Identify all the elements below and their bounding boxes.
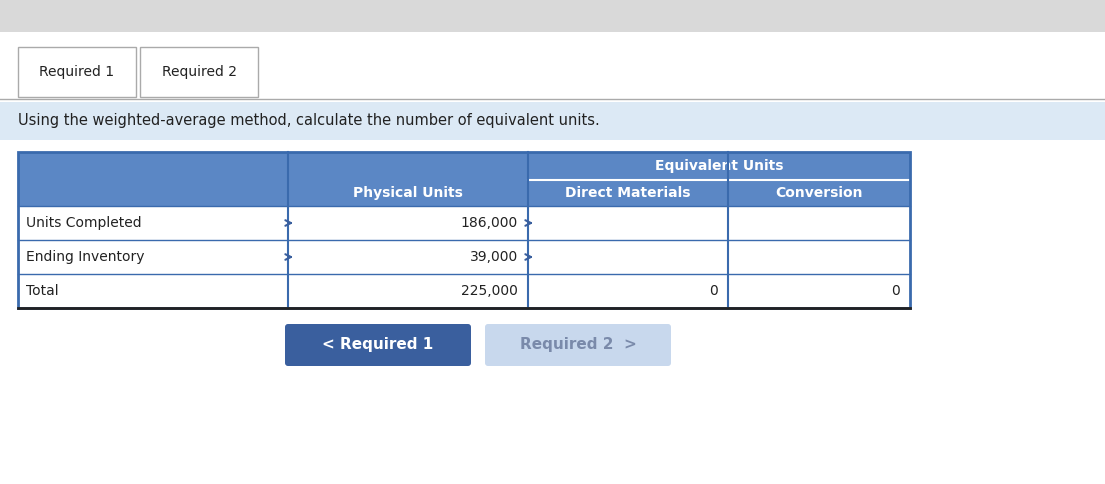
Bar — [0, 0, 1105, 32]
Text: 225,000: 225,000 — [461, 284, 518, 298]
Bar — [18, 206, 911, 240]
Text: 0: 0 — [892, 284, 899, 298]
Text: Physical Units: Physical Units — [354, 186, 463, 200]
Text: Total: Total — [27, 284, 59, 298]
Text: Ending Inventory: Ending Inventory — [27, 250, 145, 264]
Text: Conversion: Conversion — [776, 186, 863, 200]
Text: 186,000: 186,000 — [461, 216, 518, 230]
Bar — [0, 102, 1105, 140]
Bar — [18, 152, 911, 308]
Text: Direct Materials: Direct Materials — [566, 186, 691, 200]
FancyBboxPatch shape — [485, 324, 671, 366]
Text: Required 1: Required 1 — [40, 65, 115, 79]
Bar — [18, 240, 911, 274]
FancyBboxPatch shape — [18, 47, 136, 97]
Text: 0: 0 — [709, 284, 718, 298]
Text: Required 2: Required 2 — [161, 65, 236, 79]
FancyBboxPatch shape — [140, 47, 257, 97]
Bar — [18, 152, 911, 206]
FancyBboxPatch shape — [285, 324, 471, 366]
Bar — [0, 32, 1105, 102]
Text: 39,000: 39,000 — [470, 250, 518, 264]
Text: Equivalent Units: Equivalent Units — [655, 159, 783, 173]
Text: < Required 1: < Required 1 — [323, 337, 433, 352]
Text: Units Completed: Units Completed — [27, 216, 141, 230]
Text: Using the weighted-average method, calculate the number of equivalent units.: Using the weighted-average method, calcu… — [18, 114, 600, 128]
Text: Required 2  >: Required 2 > — [519, 337, 636, 352]
Bar — [18, 274, 911, 308]
